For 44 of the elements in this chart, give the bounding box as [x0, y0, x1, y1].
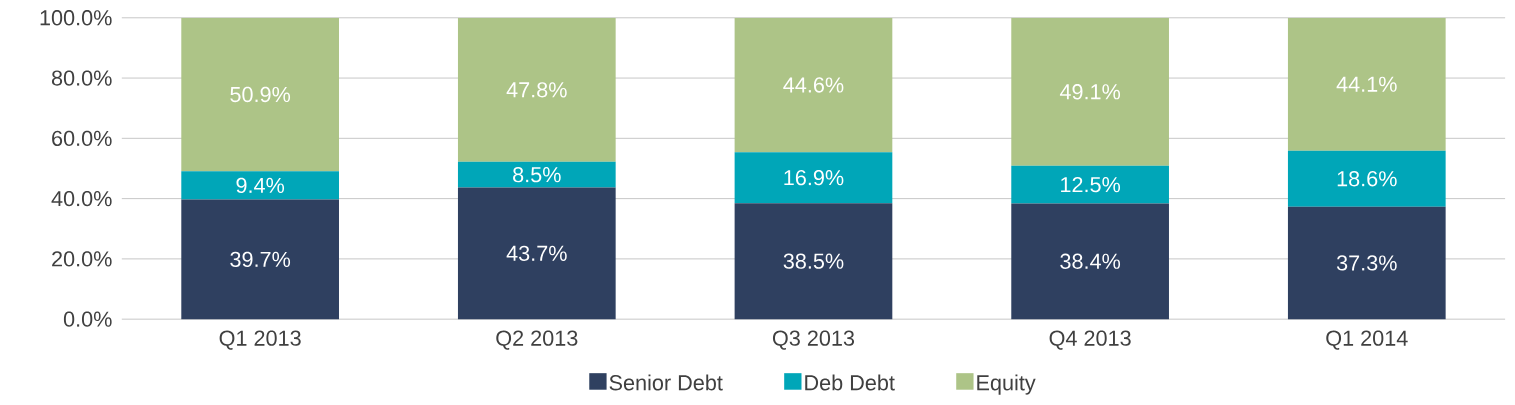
- legend-label: Equity: [977, 374, 1036, 395]
- data-label: 44.6%: [783, 77, 844, 93]
- bar: [734, 203, 893, 320]
- data-label: 37.3%: [1336, 255, 1397, 271]
- data-label: 12.5%: [1061, 176, 1121, 193]
- bar: [1287, 150, 1446, 207]
- data-label: 16.9%: [784, 169, 844, 186]
- y-tick-label: 100.0%: [40, 10, 112, 26]
- bar: [181, 171, 339, 200]
- data-label: 43.7%: [506, 245, 567, 261]
- x-tick-label: Q2 2013: [496, 330, 578, 350]
- bar: [457, 161, 616, 188]
- bar: [1011, 165, 1169, 204]
- data-label: 39.7%: [230, 251, 291, 267]
- data-label: 44.1%: [1336, 76, 1397, 92]
- y-tick-label: 20.0%: [52, 251, 112, 267]
- data-label: 50.9%: [230, 86, 291, 103]
- x-tick-label: Q4 2013: [1049, 330, 1131, 350]
- bar: [457, 17, 616, 162]
- bar: [457, 187, 616, 320]
- data-label: 9.4%: [236, 177, 285, 193]
- bar: [1287, 17, 1446, 151]
- y-tick-label: 40.0%: [51, 190, 112, 207]
- data-label: 38.5%: [783, 253, 844, 269]
- x-tick-label: Q1 2013: [219, 330, 301, 350]
- x-tick-label: Q3 2013: [772, 330, 855, 350]
- legend-label: Senior Debt: [609, 374, 723, 391]
- data-label: 8.5%: [513, 166, 561, 183]
- data-label: 47.8%: [506, 82, 567, 98]
- y-tick-label: 80.0%: [51, 70, 112, 86]
- legend-label: Deb Debt: [805, 374, 895, 391]
- bar: [181, 199, 339, 320]
- data-label: 18.6%: [1337, 170, 1397, 187]
- bar: [181, 17, 339, 172]
- x-tick-label: Q1 2014: [1326, 330, 1408, 350]
- bar: [1011, 17, 1169, 166]
- bar: [734, 152, 893, 204]
- bar: [734, 17, 893, 153]
- data-label: 38.4%: [1060, 253, 1121, 269]
- y-tick-label: 0.0%: [63, 311, 112, 327]
- bar: [1011, 203, 1169, 320]
- bar: [1287, 206, 1446, 320]
- data-label: 49.1%: [1059, 84, 1121, 100]
- y-tick-label: 60.0%: [52, 130, 112, 146]
